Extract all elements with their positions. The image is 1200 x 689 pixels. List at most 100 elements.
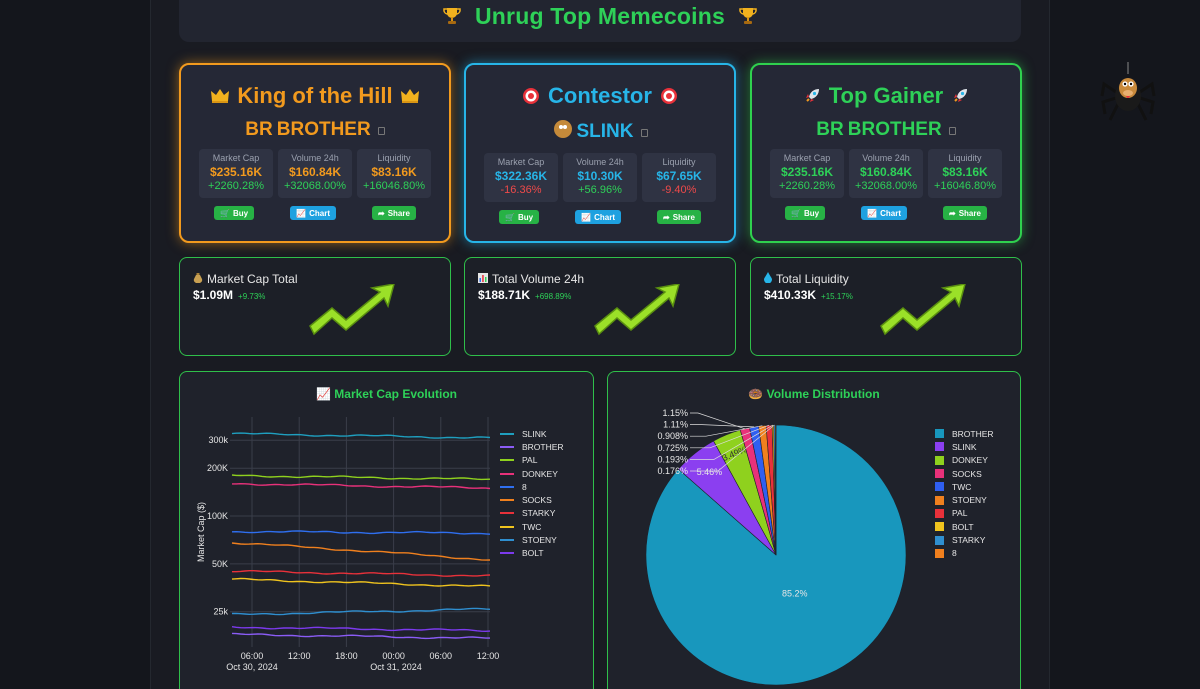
card-actions: 🛒 Buy 📈 Chart ➦ Share [181, 206, 449, 220]
trend-up-arrow-icon [880, 284, 966, 336]
series-line-brother [231, 632, 490, 640]
line-chart-legend: SLINK BROTHER PAL DONKEY 8 SOCKS STARKY TWC STOE… [500, 427, 564, 560]
legend-label: SLINK [952, 441, 977, 452]
spider-mascot-icon [1100, 62, 1156, 121]
legend-label: BROTHER [952, 428, 994, 439]
series-line-pal [231, 474, 491, 481]
legend-item[interactable]: SLINK [500, 427, 564, 440]
slice-leader-line [690, 424, 774, 460]
share-icon: ➦ [949, 208, 956, 218]
coin-logo-text: BR [816, 119, 844, 140]
legend-item[interactable]: BOLT [935, 520, 994, 533]
share-button[interactable]: ➦ Share [657, 210, 701, 224]
legend-swatch [500, 459, 514, 462]
legend-item[interactable]: 8 [935, 547, 994, 560]
y-tick-label: 200K [207, 463, 228, 473]
legend-label: PAL [952, 508, 968, 519]
legend-item[interactable]: DONKEY [935, 454, 994, 467]
buy-button[interactable]: 🛒 Buy [785, 206, 826, 220]
legend-item[interactable]: STARKY [935, 533, 994, 546]
share-button[interactable]: ➦ Share [943, 206, 987, 220]
share-button[interactable]: ➦ Share [372, 206, 416, 220]
total-liquidity-card: Total Liquidity $410.33K +15.17% [750, 257, 1022, 356]
legend-item[interactable]: STARKY [500, 507, 564, 520]
legend-item[interactable]: SLINK [935, 440, 994, 453]
legend-item[interactable]: PAL [500, 454, 564, 467]
pie-slice-8 [774, 424, 777, 556]
copy-icon[interactable] [948, 127, 956, 135]
legend-label: DONKEY [522, 468, 558, 479]
legend-label: STARKY [952, 535, 986, 546]
legend-item[interactable]: STOENY [500, 533, 564, 546]
legend-item[interactable]: BROTHER [935, 427, 994, 440]
slice-leader-line [690, 424, 770, 449]
legend-item[interactable]: DONKEY [500, 467, 564, 480]
total-value: $410.33K +15.17% [764, 288, 853, 302]
legend-swatch [935, 442, 944, 452]
coin-name[interactable]: BR BROTHER [181, 119, 449, 141]
trophy-icon [738, 7, 757, 24]
chart-title: 🍩 Volume Distribution [748, 387, 880, 401]
copy-icon[interactable] [377, 127, 385, 135]
x-date-label: Oct 30, 2024 [226, 662, 278, 672]
stat-volume: Volume 24h $160.84K +32068.00% [278, 149, 352, 198]
slice-label: 0.176% [657, 466, 688, 476]
slice-leader-line [690, 424, 775, 472]
money-bag-icon [193, 272, 203, 286]
share-icon: ➦ [378, 208, 385, 218]
series-line-socks [231, 542, 491, 561]
buy-button[interactable]: 🛒 Buy [499, 210, 540, 224]
chart-button[interactable]: 📈 Chart [290, 206, 336, 220]
legend-item[interactable]: TWC [500, 520, 564, 533]
stat-market-cap: Market Cap $235.16K +2260.28% [770, 149, 844, 198]
slice-label: 0.193% [657, 454, 688, 464]
contestor-card: Contestor SLINK Market Cap $322.36K -16.36… [464, 63, 736, 243]
legend-swatch [500, 445, 514, 448]
stat-market-cap: Market Cap $235.16K +2260.28% [199, 149, 273, 198]
legend-item[interactable]: TWC [935, 480, 994, 493]
stats-row: Market Cap $322.36K -16.36% Volume 24h $10.… [466, 153, 734, 202]
slice-label: 1.15% [662, 408, 688, 418]
rocket-icon [801, 85, 823, 107]
coin-name[interactable]: SLINK [466, 119, 734, 145]
top-gainer-card: Top Gainer BR BROTHER Market Cap $235.16K… [750, 63, 1022, 243]
coin-name[interactable]: BR BROTHER [752, 119, 1020, 141]
legend-swatch [500, 552, 514, 555]
legend-item[interactable]: SOCKS [935, 467, 994, 480]
volume-pie-chart[interactable]: 85.2%5.46%3.49%1.15%1.11%0.908%0.725%0.1… [608, 372, 1020, 687]
market-cap-line-chart[interactable]: 06:00 12:00 18:00 00:00 06:00 12:00 Oct 30, 20… [180, 372, 593, 687]
slice-label: 5.46% [697, 467, 723, 477]
rocket-icon [949, 85, 971, 107]
legend-swatch [935, 495, 944, 505]
legend-label: STOENY [522, 535, 557, 546]
x-tick-label: 06:00 [430, 651, 453, 661]
chart-button[interactable]: 📈 Chart [861, 206, 907, 220]
legend-item[interactable]: 8 [500, 480, 564, 493]
coin-logo-text: BR [245, 119, 273, 140]
stat-market-cap: Market Cap $322.36K -16.36% [484, 153, 558, 202]
page-header: Unrug Top Memecoins [179, 0, 1021, 42]
total-value: $188.71K +698.89% [478, 288, 572, 302]
slice-label: 85.2% [782, 588, 808, 598]
chart-button[interactable]: 📈 Chart [575, 210, 621, 224]
share-icon: ➦ [663, 212, 670, 222]
legend-label: STARKY [522, 508, 556, 519]
stat-volume: Volume 24h $160.84K +32068.00% [849, 149, 923, 198]
x-tick-label: 12:00 [288, 651, 311, 661]
legend-swatch [935, 482, 944, 492]
slice-leader-line [690, 424, 755, 428]
legend-label: BOLT [952, 521, 974, 532]
cart-icon: 🛒 [791, 208, 802, 218]
copy-icon[interactable] [640, 129, 648, 137]
legend-item[interactable]: BOLT [500, 547, 564, 560]
chart-icon: 📈 [581, 212, 592, 222]
buy-button[interactable]: 🛒 Buy [214, 206, 255, 220]
y-tick-label: 50K [212, 559, 228, 569]
legend-item[interactable]: STOENY [935, 493, 994, 506]
legend-item[interactable]: PAL [935, 507, 994, 520]
legend-item[interactable]: BROTHER [500, 440, 564, 453]
legend-item[interactable]: SOCKS [500, 493, 564, 506]
series-line-donkey [232, 482, 491, 490]
pie-chart-legend: BROTHER SLINK DONKEY SOCKS TWC STOENY PAL BOLT S… [935, 427, 994, 560]
total-volume-card: Total Volume 24h $188.71K +698.89% [464, 257, 736, 356]
